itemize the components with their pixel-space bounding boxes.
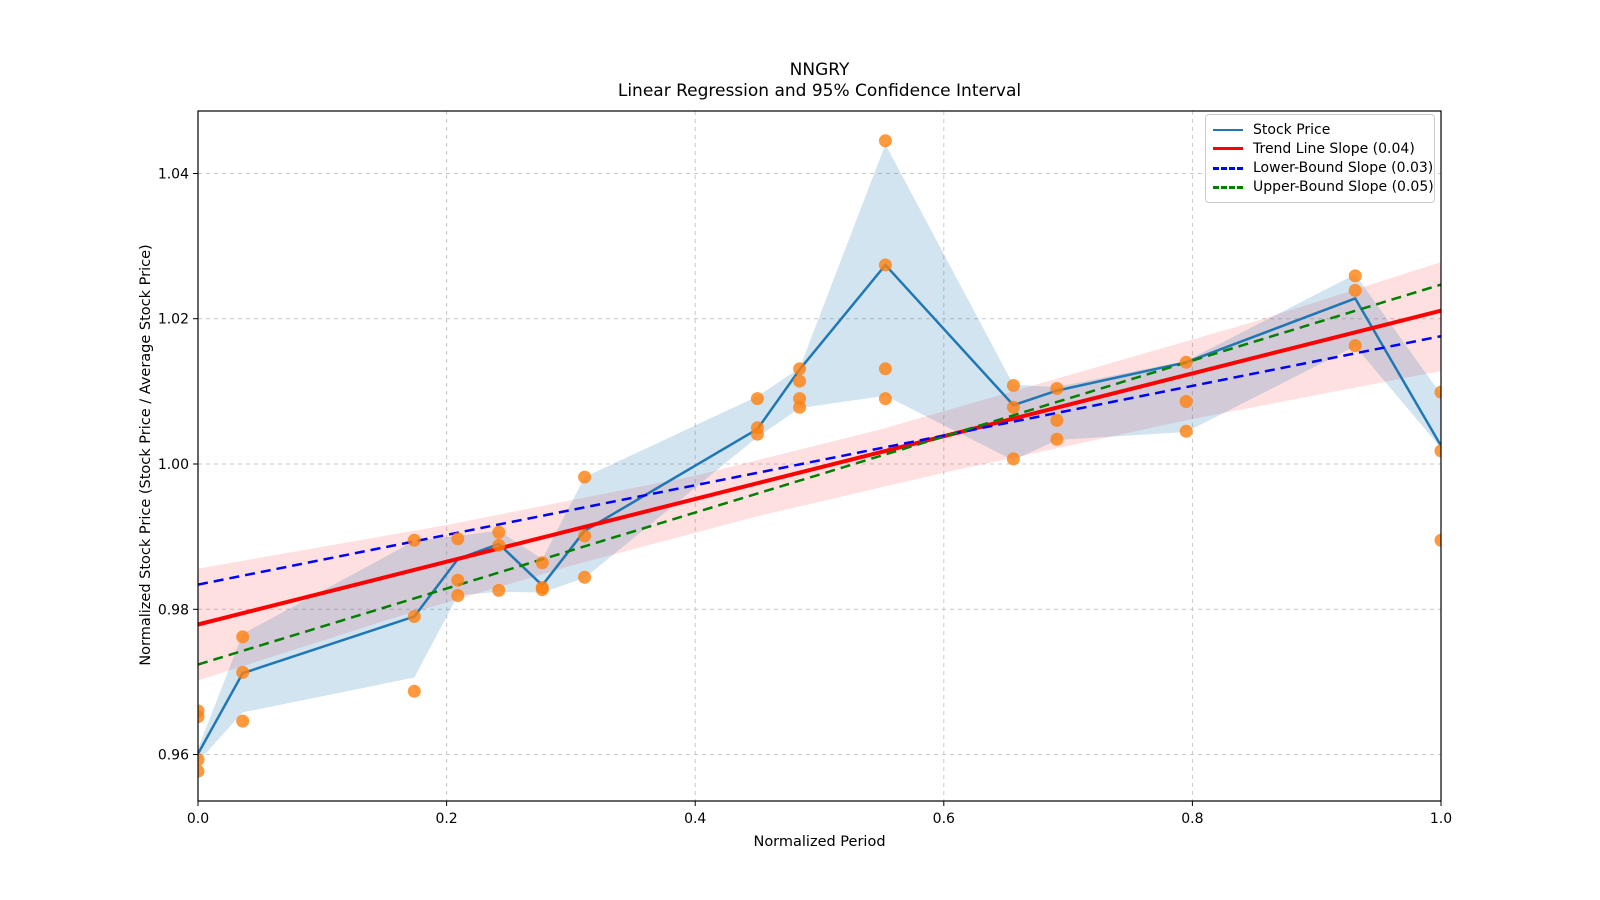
x-tick-label: 0.6	[933, 811, 955, 827]
legend-line-sample-upper-bound	[1213, 185, 1243, 189]
legend-line-sample-trend-line	[1213, 147, 1243, 151]
chart-title: NNGRY	[789, 60, 850, 80]
scatter-points	[198, 134, 1441, 778]
x-tick-label: 0.2	[435, 811, 457, 827]
legend-item-upper-bound: Upper-Bound Slope (0.05)	[1213, 178, 1434, 197]
legend-item-trend-line: Trend Line Slope (0.04)	[1213, 139, 1426, 158]
y-tick-label: 0.96	[158, 748, 189, 764]
y-tick-label: 1.02	[158, 312, 189, 328]
chart-subtitle: Linear Regression and 95% Confidence Int…	[617, 81, 1022, 101]
legend-label: Lower-Bound Slope (0.03)	[1253, 160, 1434, 177]
x-axis: 0.0 0.2 0.4 0.6 0.8 1.0	[187, 801, 1452, 827]
legend-line-sample-lower-bound	[1213, 166, 1243, 170]
legend-label: Trend Line Slope (0.04)	[1253, 140, 1415, 157]
trend-line	[198, 308, 1441, 627]
y-tick-label: 0.98	[158, 602, 189, 618]
trend-ci-band	[198, 262, 1441, 681]
plot-border	[197, 110, 1442, 802]
x-tick-label: 1.0	[1430, 811, 1452, 827]
legend-item-lower-bound: Lower-Bound Slope (0.03)	[1213, 159, 1433, 178]
legend-line-sample-stock-price	[1213, 128, 1243, 131]
chart-title-block: NNGRY Linear Regression and 95% Confiden…	[198, 60, 1441, 102]
x-axis-label: Normalized Period	[753, 834, 886, 850]
legend-label: Stock Price	[1253, 121, 1331, 138]
legend: Stock Price Trend Line Slope (0.04) Lowe…	[1205, 114, 1435, 203]
y-tick-label: 1.04	[158, 167, 189, 183]
y-axis-label: Normalized Stock Price (Stock Price / Av…	[138, 244, 154, 666]
upper-bound-line	[198, 283, 1441, 666]
y-axis: 0.96 0.98 1.00 1.02 1.04	[158, 167, 198, 764]
legend-item-stock-price: Stock Price	[1213, 120, 1426, 139]
legend-label: Upper-Bound Slope (0.05)	[1253, 179, 1434, 196]
y-tick-label: 1.00	[158, 457, 189, 473]
lower-bound-line	[198, 334, 1441, 586]
x-tick-label: 0.0	[187, 811, 209, 827]
x-tick-label: 0.4	[684, 811, 706, 827]
x-tick-label: 0.8	[1181, 811, 1203, 827]
